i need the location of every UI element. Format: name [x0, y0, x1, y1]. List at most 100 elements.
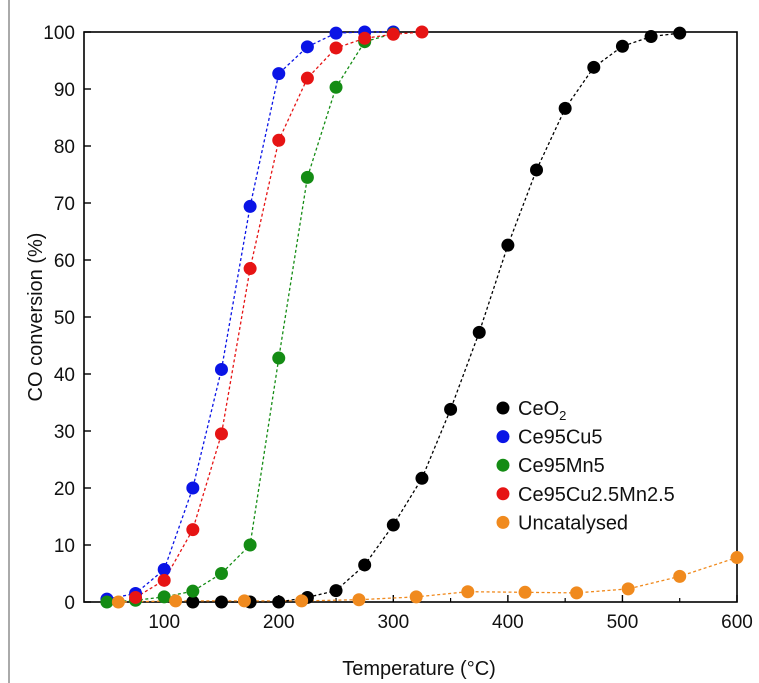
data-point: [615, 39, 629, 53]
legend-marker: [496, 401, 510, 415]
legend-marker: [496, 430, 510, 444]
data-point: [386, 27, 400, 41]
data-point: [300, 40, 314, 54]
data-point: [673, 26, 687, 40]
data-point: [329, 584, 343, 598]
data-point: [214, 595, 228, 609]
series-line-4: [118, 556, 738, 603]
data-point: [272, 351, 286, 365]
y-tick-label: 10: [54, 536, 75, 557]
data-point: [358, 558, 372, 572]
y-tick-label: 50: [54, 308, 75, 329]
series-points: [100, 25, 744, 609]
data-point: [157, 590, 171, 604]
data-point: [111, 595, 125, 609]
data-point: [272, 133, 286, 147]
data-point: [730, 551, 744, 565]
data-point: [214, 427, 228, 441]
y-tick-label: 40: [54, 365, 75, 386]
data-point: [243, 199, 257, 213]
x-tick-label: 600: [721, 612, 753, 633]
legend-label-subscript: 2: [559, 408, 566, 423]
x-tick-label: 300: [377, 612, 409, 633]
data-point: [186, 523, 200, 537]
series-line-3: [135, 31, 423, 598]
x-tick-label: 100: [148, 612, 180, 633]
data-point: [329, 26, 343, 40]
data-point: [386, 518, 400, 532]
data-point: [300, 71, 314, 85]
data-point: [157, 563, 171, 577]
series-line-2: [106, 33, 394, 603]
series-lines: [106, 31, 738, 603]
data-point: [243, 538, 257, 552]
data-point: [558, 101, 572, 115]
y-tick-label: 0: [64, 593, 75, 614]
legend-label-text: CeO: [518, 398, 559, 420]
data-point: [570, 586, 584, 600]
data-point: [329, 80, 343, 94]
data-point: [673, 569, 687, 583]
data-point: [409, 590, 423, 604]
data-point: [214, 567, 228, 580]
data-point: [295, 594, 309, 608]
legend-marker: [496, 458, 510, 472]
data-point: [415, 25, 429, 39]
series-line-1: [106, 31, 394, 600]
y-tick-label: 90: [54, 80, 75, 101]
data-point: [518, 585, 532, 599]
data-point: [157, 573, 171, 587]
x-tick-label: 200: [263, 612, 295, 633]
data-point: [300, 170, 314, 184]
x-tick-label: 500: [607, 612, 639, 633]
data-point: [169, 594, 183, 608]
data-point: [186, 584, 200, 598]
x-tick-label: 400: [492, 612, 524, 633]
data-point: [358, 31, 372, 45]
data-point: [186, 595, 200, 609]
data-point: [444, 402, 458, 416]
legend-label: CeO2: [518, 398, 566, 423]
y-tick-label: 30: [54, 422, 75, 443]
y-axis: 0 10 20 30 40 50 60 70 80 90 100: [43, 23, 91, 614]
y-tick-label: 80: [54, 137, 75, 158]
data-point: [237, 594, 251, 608]
legend-marker: [496, 515, 510, 529]
data-point: [352, 593, 366, 607]
y-tick-label: 20: [54, 479, 75, 500]
legend-label-text: Ce95Cu5: [518, 427, 603, 449]
data-point: [461, 585, 475, 599]
legend-label-text: Ce95Cu2.5Mn2.5: [518, 484, 675, 506]
legend-label-text: Uncatalysed: [518, 512, 628, 534]
plot-frame: [83, 31, 738, 603]
y-tick-label: 70: [54, 194, 75, 215]
data-point: [587, 60, 601, 74]
y-tick-label: 100: [43, 23, 75, 44]
data-point: [100, 595, 114, 609]
y-axis-title: CO conversion (%): [25, 233, 47, 402]
legend-label-text: Ce95Mn5: [518, 455, 605, 477]
legend-marker: [496, 487, 510, 501]
data-point: [129, 590, 143, 604]
data-point: [621, 582, 635, 596]
legend-label: Uncatalysed: [518, 512, 628, 534]
x-axis-title: Temperature (°C): [342, 658, 496, 680]
data-point: [644, 30, 658, 44]
legend-label: Ce95Cu2.5Mn2.5: [518, 484, 675, 506]
data-point: [501, 238, 515, 252]
data-point: [214, 362, 228, 376]
legend-label: Ce95Cu5: [518, 427, 603, 449]
data-point: [243, 262, 257, 276]
y-tick-label: 60: [54, 251, 75, 272]
data-point: [186, 481, 200, 495]
plot-border: [83, 31, 738, 603]
data-point: [415, 471, 429, 485]
x-axis: 100 200 300 400 500 600: [106, 595, 753, 633]
data-point: [530, 163, 544, 177]
legend: CeO2 Ce95Cu5 Ce95Mn5 Ce95Cu2.5Mn2.5 Uncataly…: [496, 398, 675, 534]
data-point: [329, 41, 343, 55]
data-point: [472, 325, 486, 339]
legend-label: Ce95Mn5: [518, 455, 605, 477]
data-point: [272, 67, 286, 81]
